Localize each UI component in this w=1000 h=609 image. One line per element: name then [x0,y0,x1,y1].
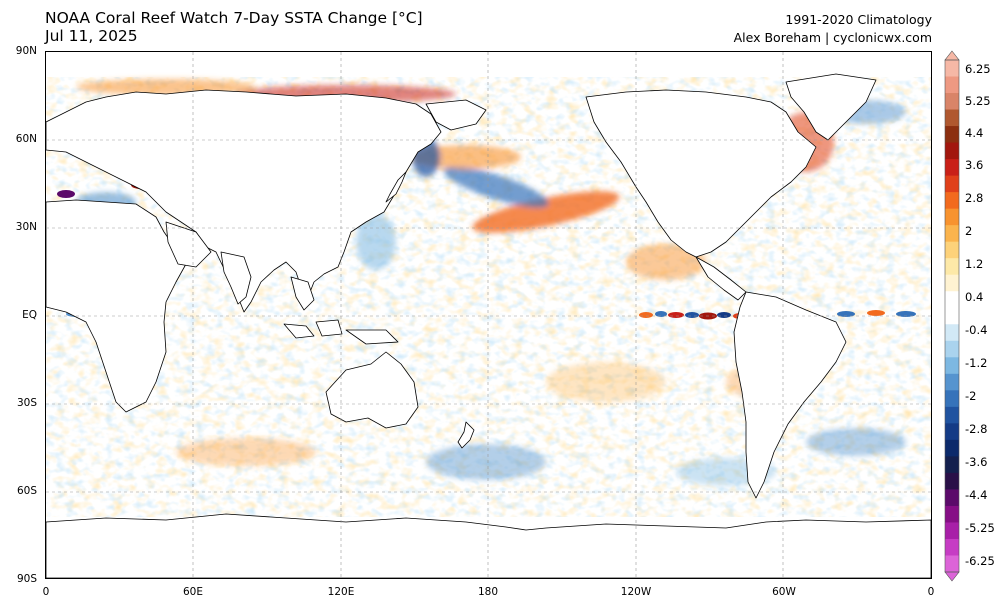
colorbar-cell [945,373,959,391]
lat-label-30n: 30N [15,221,37,233]
map-title: NOAA Coral Reef Watch 7-Day SSTA Change … [45,9,423,27]
colorbar-cell [945,489,959,507]
colorbar-cells [945,60,959,573]
southeast-asia [290,276,315,311]
colorbar-min-arrow [944,571,960,582]
colorbar-cell [945,192,959,210]
colorbar-cell [945,241,959,259]
eurasia [46,89,442,313]
colorbar-cell [945,126,959,144]
colorbar-label: -2.8 [965,422,988,436]
colorbar-label: -3.6 [965,455,988,469]
south-america [733,291,847,499]
colorbar-label: 3.6 [965,158,984,172]
land-masses [46,73,931,578]
colorbar-cell [945,324,959,342]
india [220,251,252,305]
lon-label-60e: 60E [183,586,203,598]
colorbar-max-arrow [944,50,960,61]
colorbar-cell [945,208,959,226]
colorbar-cell [945,538,959,556]
colorbar-label: -0.4 [965,323,988,337]
colorbar-cell [945,93,959,111]
colorbar-label: 6.25 [965,62,991,76]
colorbar-cell [945,60,959,78]
japan [385,171,407,203]
climatology-label: 1991-2020 Climatology [785,12,932,27]
lat-label-eq: EQ [22,309,37,321]
colorbar-cell [945,142,959,160]
colorbar-cell [945,258,959,276]
lat-label-60s: 60S [16,485,37,497]
greenland [785,73,877,141]
lon-label-120e: 120E [327,586,355,598]
antarctica [46,513,931,578]
colorbar-cell [945,357,959,375]
australia [325,351,419,429]
colorbar-cell [945,175,959,193]
author-credit: Alex Boreham | cyclonicwx.com [733,30,932,45]
colorbar-label: 2.8 [965,191,984,205]
north-america [585,89,817,258]
lon-label-0-east: 0 [927,586,935,598]
lon-label-0-west: 0 [42,586,50,598]
colorbar-cell [945,340,959,358]
colorbar-cell [945,390,959,408]
colorbar-label: 2 [965,224,973,238]
colorbar-label: -2 [965,389,977,403]
colorbar-cell [945,522,959,540]
colorbar-label: 0.4 [965,290,984,304]
colorbar-cell [945,76,959,94]
lon-label-120w: 120W [620,586,652,598]
colorbar-label: -1.2 [965,356,988,370]
arabia [165,221,212,268]
colorbar-label: -4.4 [965,488,988,502]
colorbar-cell [945,439,959,457]
colorbar-cell [945,225,959,243]
lat-label-60n: 60N [15,133,37,145]
map-date: Jul 11, 2025 [45,27,138,45]
colorbar-cell [945,423,959,441]
colorbar-label: 4.4 [965,126,984,140]
africa [46,199,187,413]
lon-label-180: 180 [477,586,499,598]
colorbar-label: 1.2 [965,257,984,271]
colorbar-cell [945,307,959,325]
colorbar-cell [945,406,959,424]
colorbar-label: -5.25 [965,521,995,535]
colorbar-label: 5.25 [965,94,991,108]
colorbar-cell [945,109,959,127]
colorbar-label: -6.25 [965,554,995,568]
colorbar-cell [945,159,959,177]
colorbar-cell [945,472,959,490]
colorbar-cell [945,505,959,523]
lat-label-90n: 90N [15,45,37,57]
graticule [46,52,931,578]
lat-label-30s: 30S [16,397,37,409]
ssta-map[interactable] [45,51,932,579]
central-america [695,256,747,301]
colorbar-cell [945,456,959,474]
colorbar [944,50,960,582]
lat-label-90s: 90S [16,573,37,585]
lon-label-60w: 60W [772,586,796,598]
colorbar-cell [945,291,959,309]
colorbar-cell [945,555,959,573]
colorbar-cell [945,274,959,292]
